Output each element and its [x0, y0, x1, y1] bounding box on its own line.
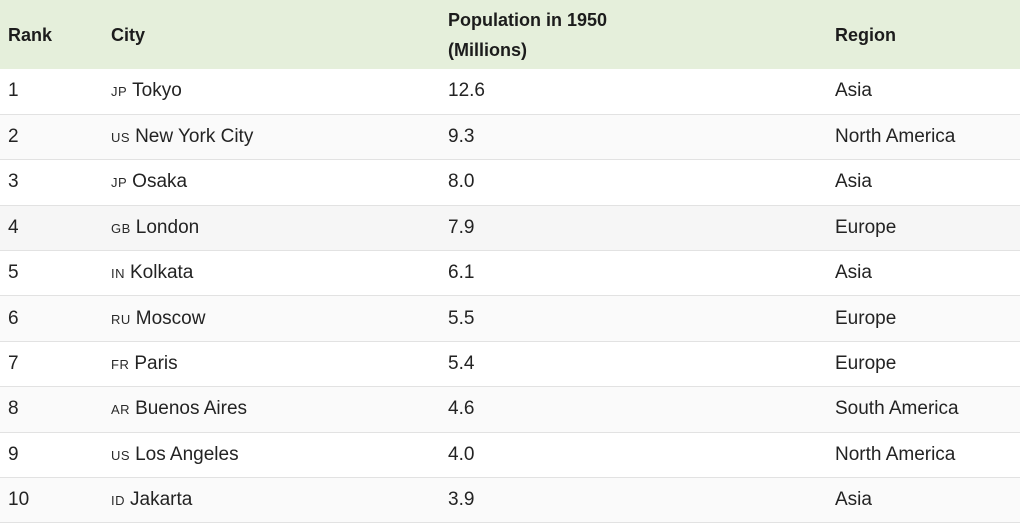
table-row: 9 US Los Angeles 4.0 North America [0, 432, 1020, 478]
city-cell: US New York City [103, 114, 440, 159]
table-body: 1 JP Tokyo 12.6 Asia 2 US New York City 9.3 North… [0, 69, 1020, 523]
country-flag-icon: GB [111, 220, 131, 236]
rank-cell: 1 [8, 80, 19, 102]
population-cell: 6.1 [448, 262, 475, 284]
country-flag-icon: JP [111, 175, 128, 191]
header-city[interactable]: City [111, 24, 146, 45]
country-flag-icon: JP [111, 84, 128, 100]
city-name: Jakarta [130, 489, 193, 511]
population-cell: 5.4 [448, 353, 475, 375]
city-cell: JP Osaka [103, 160, 440, 205]
table-row: 3 JP Osaka 8.0 Asia [0, 159, 1020, 206]
city-name: Los Angeles [135, 443, 239, 465]
city-name: Tokyo [132, 80, 182, 102]
table-row: 2 US New York City 9.3 North America [0, 114, 1020, 160]
region-cell: Asia [835, 489, 872, 511]
rank-cell: 5 [8, 262, 19, 284]
table-row: 6 RU Moscow 5.5 Europe [0, 295, 1020, 342]
country-flag-icon: RU [111, 311, 131, 327]
table-row: 5 IN Kolkata 6.1 Asia [0, 250, 1020, 296]
rank-cell: 7 [8, 353, 19, 375]
rank-cell: 9 [8, 443, 19, 465]
city-cell: IN Kolkata [103, 251, 440, 296]
rank-cell: 2 [8, 126, 19, 148]
city-cell: GB London [103, 205, 440, 250]
country-flag-icon: US [111, 130, 131, 146]
region-cell: Europe [835, 353, 897, 375]
rank-cell: 3 [8, 171, 19, 193]
city-cell: RU Moscow [103, 296, 440, 341]
table-row: 7 FR Paris 5.4 Europe [0, 341, 1020, 387]
population-cell: 4.0 [448, 443, 475, 465]
header-population-line2: (Millions) [448, 39, 527, 60]
city-cell: US Los Angeles [103, 432, 440, 477]
population-cell: 8.0 [448, 171, 475, 193]
population-cell: 9.3 [448, 126, 475, 148]
population-cell: 7.9 [448, 216, 475, 238]
city-name: New York City [135, 126, 254, 148]
region-cell: North America [835, 126, 956, 148]
table-row: 1 JP Tokyo 12.6 Asia [0, 69, 1020, 115]
region-cell: Asia [835, 171, 872, 193]
country-flag-icon: FR [111, 357, 130, 373]
country-flag-icon: US [111, 447, 131, 463]
rank-cell: 4 [8, 216, 19, 238]
region-cell: Europe [835, 216, 897, 238]
city-cell: FR Paris [103, 341, 440, 386]
country-flag-icon: ID [111, 493, 125, 509]
city-name: Buenos Aires [135, 398, 248, 420]
header-region[interactable]: Region [835, 24, 896, 45]
city-name: Moscow [135, 307, 206, 329]
table-row: 10 ID Jakarta 3.9 Asia [0, 477, 1020, 523]
rank-cell: 8 [8, 398, 19, 420]
rank-cell: 6 [8, 307, 19, 329]
city-cell: AR Buenos Aires [103, 387, 440, 432]
population-cell: 3.9 [448, 489, 475, 511]
header-population-line1: Population in 1950 [448, 9, 608, 30]
city-name: Kolkata [130, 262, 194, 284]
table-row: 4 GB London 7.9 Europe [0, 205, 1020, 251]
table-row: 8 AR Buenos Aires 4.6 South America [0, 386, 1020, 433]
country-flag-icon: IN [111, 266, 125, 282]
population-cell: 4.6 [448, 398, 475, 420]
city-cell: JP Tokyo [103, 69, 440, 114]
city-name: London [135, 216, 200, 238]
table-header: Rank City Population in 1950 (Millions) … [0, 0, 1020, 69]
region-cell: Asia [835, 262, 872, 284]
country-flag-icon: AR [111, 402, 131, 418]
region-cell: Asia [835, 80, 872, 102]
city-name: Osaka [132, 171, 188, 193]
city-name: Paris [134, 353, 178, 375]
region-cell: North America [835, 443, 956, 465]
population-cell: 5.5 [448, 307, 475, 329]
city-cell: ID Jakarta [103, 478, 440, 523]
header-rank[interactable]: Rank [8, 24, 53, 45]
population-cell: 12.6 [448, 80, 485, 102]
region-cell: Europe [835, 307, 897, 329]
region-cell: South America [835, 398, 959, 420]
rank-cell: 10 [8, 489, 30, 511]
header-population[interactable]: Population in 1950 (Millions) [440, 0, 827, 69]
header-row: Rank City Population in 1950 (Millions) … [0, 0, 1020, 69]
